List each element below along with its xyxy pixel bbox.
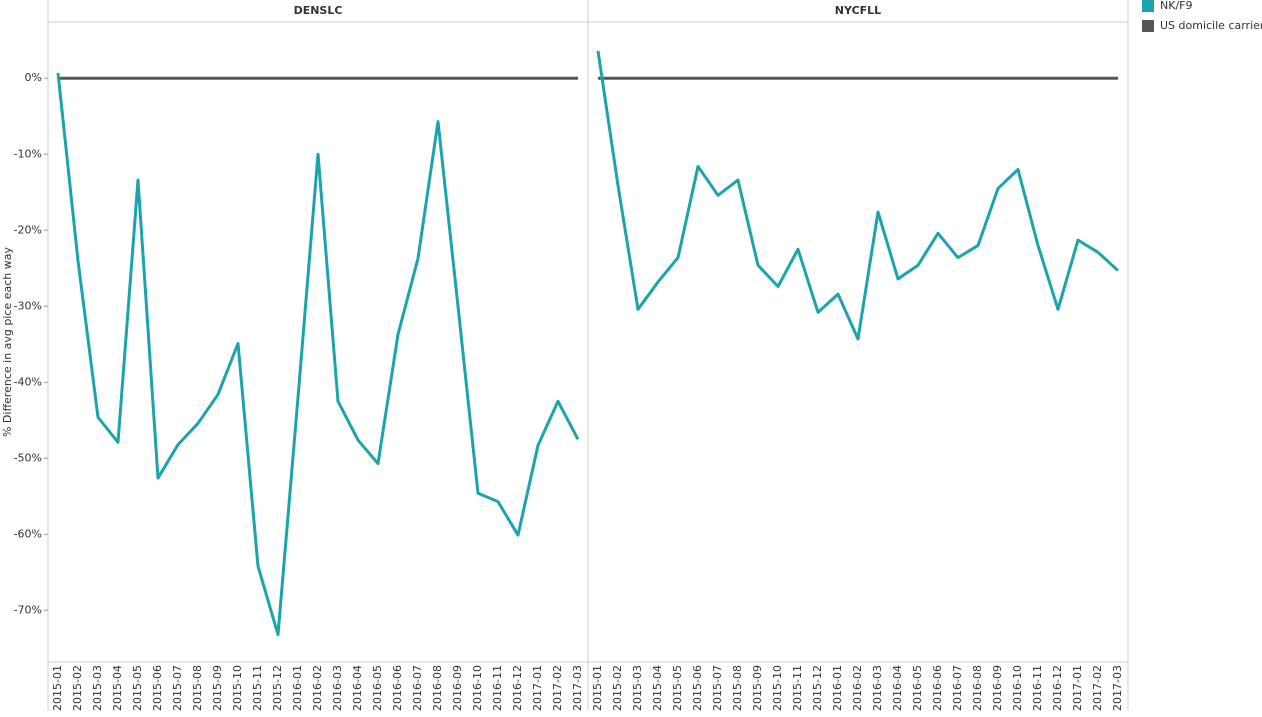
x-tick-label: 2016-02 — [311, 665, 324, 711]
x-tick-label: 2015-04 — [651, 665, 664, 711]
x-tick-label: 2016-05 — [911, 665, 924, 711]
x-tick-label: 2016-10 — [471, 665, 484, 711]
x-tick-label: 2015-12 — [811, 665, 824, 711]
x-tick-label: 2015-10 — [231, 665, 244, 711]
panel-title: DENSLC — [294, 4, 343, 17]
y-tick-label: 0% — [25, 71, 42, 84]
x-tick-label: 2016-02 — [851, 665, 864, 711]
y-tick-label: -10% — [14, 147, 42, 160]
x-tick-label: 2016-06 — [931, 665, 944, 711]
series-line — [596, 50, 1120, 341]
x-tick-label: 2015-07 — [711, 665, 724, 711]
legend-label: NK/F9 — [1160, 0, 1192, 12]
x-tick-label: 2016-08 — [971, 665, 984, 711]
x-tick-label: 2016-10 — [1011, 665, 1024, 711]
y-tick-label: -70% — [14, 603, 42, 616]
x-tick-label: 2015-09 — [211, 665, 224, 711]
x-tick-label: 2016-08 — [431, 665, 444, 711]
y-axis-label: % Difference in avg pice each way — [1, 246, 14, 437]
x-tick-label: 2015-01 — [591, 665, 604, 711]
x-tick-label: 2015-06 — [151, 665, 164, 711]
x-tick-label: 2016-12 — [511, 665, 524, 711]
y-tick-label: -30% — [14, 299, 42, 312]
x-tick-label: 2015-11 — [791, 665, 804, 711]
x-tick-label: 2015-05 — [131, 665, 144, 711]
x-tick-label: 2017-01 — [1071, 665, 1084, 711]
x-tick-label: 2016-11 — [1031, 665, 1044, 711]
panel-title: NYCFLL — [835, 4, 881, 17]
x-tick-label: 2016-03 — [331, 665, 344, 711]
x-tick-label: 2017-02 — [551, 665, 564, 711]
x-tick-label: 2016-12 — [1051, 665, 1064, 711]
x-tick-label: 2015-12 — [271, 665, 284, 711]
x-tick-label: 2016-01 — [291, 665, 304, 711]
x-tick-label: 2015-02 — [611, 665, 624, 711]
y-tick-label: -20% — [14, 223, 42, 236]
x-tick-label: 2015-11 — [251, 665, 264, 711]
x-tick-label: 2017-02 — [1091, 665, 1104, 711]
x-tick-label: 2017-01 — [531, 665, 544, 711]
x-tick-label: 2015-08 — [191, 665, 204, 711]
x-tick-label: 2015-07 — [171, 665, 184, 711]
legend-swatch — [1142, 20, 1154, 32]
x-tick-label: 2015-03 — [91, 665, 104, 711]
x-tick-label: 2016-11 — [491, 665, 504, 711]
series-line — [56, 72, 580, 637]
x-tick-label: 2015-08 — [731, 665, 744, 711]
y-tick-label: -50% — [14, 451, 42, 464]
x-tick-label: 2015-06 — [691, 665, 704, 711]
x-tick-label: 2016-03 — [871, 665, 884, 711]
y-tick-label: -60% — [14, 527, 42, 540]
x-tick-label: 2016-07 — [951, 665, 964, 711]
x-tick-label: 2015-03 — [631, 665, 644, 711]
x-tick-label: 2016-04 — [891, 665, 904, 711]
x-tick-label: 2017-03 — [1111, 665, 1124, 711]
x-tick-label: 2015-05 — [671, 665, 684, 711]
x-tick-label: 2017-03 — [571, 665, 584, 711]
x-tick-label: 2015-04 — [111, 665, 124, 711]
x-tick-label: 2016-07 — [411, 665, 424, 711]
x-tick-label: 2016-09 — [451, 665, 464, 711]
x-tick-label: 2015-02 — [71, 665, 84, 711]
x-tick-label: 2016-01 — [831, 665, 844, 711]
x-tick-label: 2015-09 — [751, 665, 764, 711]
legend-swatch — [1142, 0, 1154, 12]
x-tick-label: 2016-04 — [351, 665, 364, 711]
x-tick-label: 2016-06 — [391, 665, 404, 711]
x-tick-label: 2015-10 — [771, 665, 784, 711]
x-tick-label: 2016-05 — [371, 665, 384, 711]
x-tick-label: 2016-09 — [991, 665, 1004, 711]
x-tick-label: 2015-01 — [51, 665, 64, 711]
y-tick-label: -40% — [14, 375, 42, 388]
legend-label: US domicile carriers — [1160, 19, 1262, 32]
